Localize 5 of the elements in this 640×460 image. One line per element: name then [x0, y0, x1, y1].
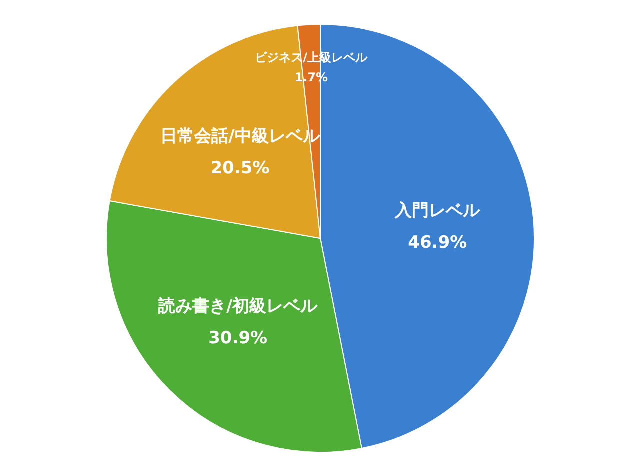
data-label: 46.9%	[408, 233, 468, 254]
slice-label: 読み書き/初級レベル	[157, 296, 319, 317]
data-label: 20.5%	[210, 158, 270, 178]
data-label: 30.9%	[208, 328, 268, 349]
slice-label: 入門レベル	[394, 201, 482, 222]
